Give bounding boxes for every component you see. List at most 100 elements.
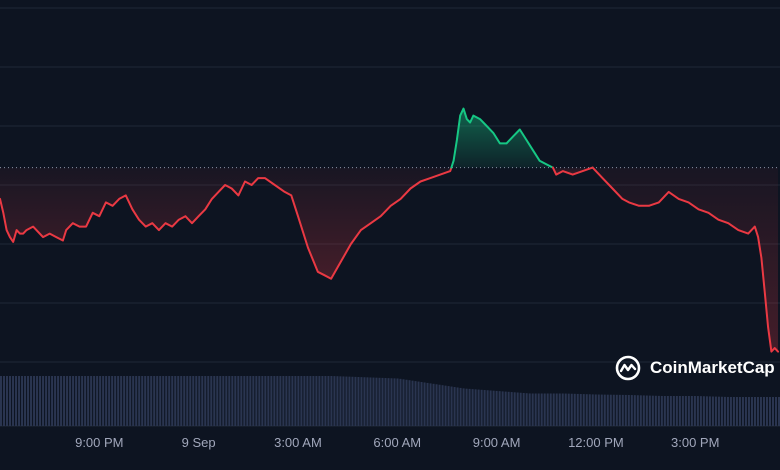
- volume-bar: [702, 396, 705, 426]
- volume-bar: [513, 392, 516, 426]
- volume-bar: [168, 376, 171, 426]
- volume-bar: [498, 391, 501, 426]
- volume-bar: [672, 396, 675, 426]
- volume-bar: [405, 379, 408, 426]
- volume-bar: [429, 383, 432, 426]
- volume-bar: [489, 390, 492, 426]
- volume-bar: [189, 376, 192, 426]
- volume-bar: [267, 376, 270, 426]
- volume-bar: [78, 376, 81, 426]
- volume-bar: [699, 396, 702, 426]
- volume-bar: [216, 376, 219, 426]
- volume-bar: [729, 397, 732, 426]
- volume-bar: [66, 376, 69, 426]
- volume-bar: [99, 376, 102, 426]
- volume-bar: [63, 376, 66, 426]
- volume-bar: [96, 376, 99, 426]
- volume-bar: [39, 376, 42, 426]
- volume-bar: [705, 396, 708, 426]
- volume-bar: [114, 376, 117, 426]
- volume-bar: [195, 376, 198, 426]
- volume-bar: [708, 396, 711, 426]
- volume-bar: [309, 376, 312, 426]
- volume-bar: [60, 376, 63, 426]
- volume-bar: [546, 393, 549, 426]
- volume-bar: [303, 376, 306, 426]
- volume-bar: [480, 389, 483, 426]
- volume-bar: [387, 378, 390, 426]
- volume-bar: [432, 383, 435, 426]
- volume-bar: [528, 393, 531, 426]
- volume-bar: [45, 376, 48, 426]
- volume-bar: [423, 382, 426, 426]
- volume-bar: [24, 376, 27, 426]
- volume-bar: [411, 380, 414, 426]
- volume-bar: [492, 390, 495, 426]
- volume-bar: [288, 376, 291, 426]
- volume-bar: [213, 376, 216, 426]
- volume-bar: [669, 396, 672, 426]
- volume-bar: [534, 393, 537, 426]
- area-above-baseline: [451, 108, 553, 168]
- volume-bar: [555, 393, 558, 426]
- volume-bar: [663, 396, 666, 426]
- volume-bar: [108, 376, 111, 426]
- volume-bar: [279, 376, 282, 426]
- volume-bar: [744, 397, 747, 426]
- price-line-down: [551, 166, 594, 176]
- volume-bar: [153, 376, 156, 426]
- volume-bar: [735, 397, 738, 426]
- coinmarketcap-watermark: CoinMarketCap: [614, 354, 775, 382]
- volume-bar: [633, 395, 636, 426]
- volume-bar: [738, 397, 741, 426]
- volume-bar: [543, 393, 546, 426]
- volume-bar: [501, 391, 504, 426]
- watermark-brand-text: CoinMarketCap: [650, 358, 775, 377]
- volume-bar: [612, 394, 615, 426]
- volume-bar: [615, 394, 618, 426]
- area-below-baseline: [552, 167, 593, 175]
- volume-bar: [69, 376, 72, 426]
- volume-bar: [420, 382, 423, 426]
- volume-bar: [435, 384, 438, 426]
- volume-bar: [258, 376, 261, 426]
- volume-bar: [678, 396, 681, 426]
- volume-bar: [240, 376, 243, 426]
- x-tick-label: 6:00 AM: [373, 435, 421, 450]
- volume-bar: [345, 376, 348, 426]
- volume-bar: [414, 381, 417, 426]
- volume-bar: [450, 386, 453, 426]
- x-tick-label: 9:00 PM: [75, 435, 123, 450]
- volume-bar: [30, 376, 33, 426]
- volume-bar: [600, 394, 603, 426]
- volume-bar: [618, 394, 621, 426]
- volume-bar: [603, 394, 606, 426]
- volume-bar: [639, 395, 642, 426]
- volume-bar: [393, 378, 396, 426]
- volume-bar: [36, 376, 39, 426]
- volume-bar: [438, 384, 441, 426]
- volume-bar: [621, 394, 624, 426]
- volume-bar: [771, 397, 774, 426]
- volume-bar: [399, 378, 402, 426]
- volume-bar: [48, 376, 51, 426]
- x-tick-label: 3:00 PM: [671, 435, 719, 450]
- volume-bar: [198, 376, 201, 426]
- volume-bar: [666, 396, 669, 426]
- volume-bar: [90, 376, 93, 426]
- volume-bar: [696, 396, 699, 426]
- volume-bar: [249, 376, 252, 426]
- volume-bar: [504, 391, 507, 426]
- volume-bar: [177, 376, 180, 426]
- volume-bar: [654, 395, 657, 426]
- volume-bar: [693, 396, 696, 426]
- volume-bar: [567, 393, 570, 426]
- volume-bar: [597, 394, 600, 426]
- volume-bar: [27, 376, 30, 426]
- volume-bar: [315, 376, 318, 426]
- x-axis-ticks: 9:00 PM 9 Sep 3:00 AM 6:00 AM 9:00 AM 12:00 P…: [75, 435, 719, 450]
- volume-bar: [81, 376, 84, 426]
- volume-bar: [720, 396, 723, 426]
- volume-bar: [237, 376, 240, 426]
- volume-bar: [684, 396, 687, 426]
